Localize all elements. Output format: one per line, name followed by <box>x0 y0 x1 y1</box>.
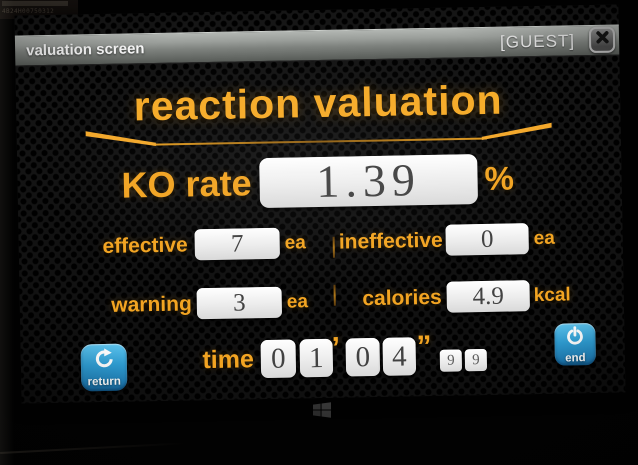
sticker-serial-text: 4B24H00750312 <box>2 8 55 15</box>
calories-value-box: 4.9 <box>446 280 530 313</box>
ko-rate-unit: % <box>484 159 515 197</box>
time-second-ones: 4 <box>391 340 407 373</box>
time-centisecond-tens: 9 <box>446 352 455 369</box>
calories-label: calories <box>362 285 442 311</box>
ko-rate-label: KO rate <box>121 162 252 206</box>
warning-value: 3 <box>232 289 246 317</box>
close-icon <box>594 30 609 50</box>
ineffective-label: ineffective <box>338 228 443 254</box>
circular-arrow-icon <box>92 347 116 375</box>
tablet-screen: valuation screen [GUEST] reaction valuat… <box>14 4 626 404</box>
tablet-edge-highlight <box>0 442 190 454</box>
time-minute-ones: 1 <box>308 341 324 375</box>
return-button[interactable]: return <box>80 343 128 392</box>
effective-value: 7 <box>230 230 244 258</box>
time-second-tens-box: 0 <box>345 337 381 377</box>
window-title: valuation screen <box>25 40 145 60</box>
second-mark: ” <box>416 329 432 364</box>
time-minute-tens-box: 0 <box>260 339 297 379</box>
ineffective-unit: ea <box>533 227 555 250</box>
titlebar: valuation screen [GUEST] <box>14 24 620 67</box>
time-centisecond-ones: 9 <box>471 352 480 369</box>
end-label: end <box>565 351 586 365</box>
time-centisecond-tens-box: 9 <box>439 349 463 372</box>
time-second-ones-box: 4 <box>382 337 417 376</box>
time-second-tens: 0 <box>355 341 371 374</box>
time-label: time <box>202 345 255 375</box>
effective-label: effective <box>102 233 188 258</box>
effective-value-box: 7 <box>194 227 280 261</box>
warning-value-box: 3 <box>196 286 283 320</box>
windows-logo-icon[interactable] <box>313 402 331 423</box>
sticker-top-line <box>2 1 68 6</box>
end-button[interactable]: end <box>554 322 596 366</box>
calories-value: 4.9 <box>472 282 505 311</box>
time-minute-tens: 0 <box>270 342 286 375</box>
column-divider-bottom <box>333 284 336 306</box>
ineffective-value-box: 0 <box>445 223 529 256</box>
ko-rate-value-box: 1.39 <box>259 154 479 209</box>
return-label: return <box>87 375 121 389</box>
effective-unit: ea <box>284 232 307 254</box>
calories-unit: kcal <box>533 284 571 307</box>
warning-unit: ea <box>286 291 309 313</box>
power-icon <box>564 325 585 351</box>
warning-label: warning <box>111 292 193 317</box>
ko-rate-value: 1.39 <box>315 154 422 208</box>
time-centisecond-ones-box: 9 <box>464 348 488 372</box>
ineffective-value: 0 <box>480 225 494 254</box>
minute-mark: ’ <box>331 331 341 365</box>
time-minute-ones-box: 1 <box>299 338 334 378</box>
close-button[interactable] <box>588 26 616 54</box>
user-badge: [GUEST] <box>499 31 576 52</box>
